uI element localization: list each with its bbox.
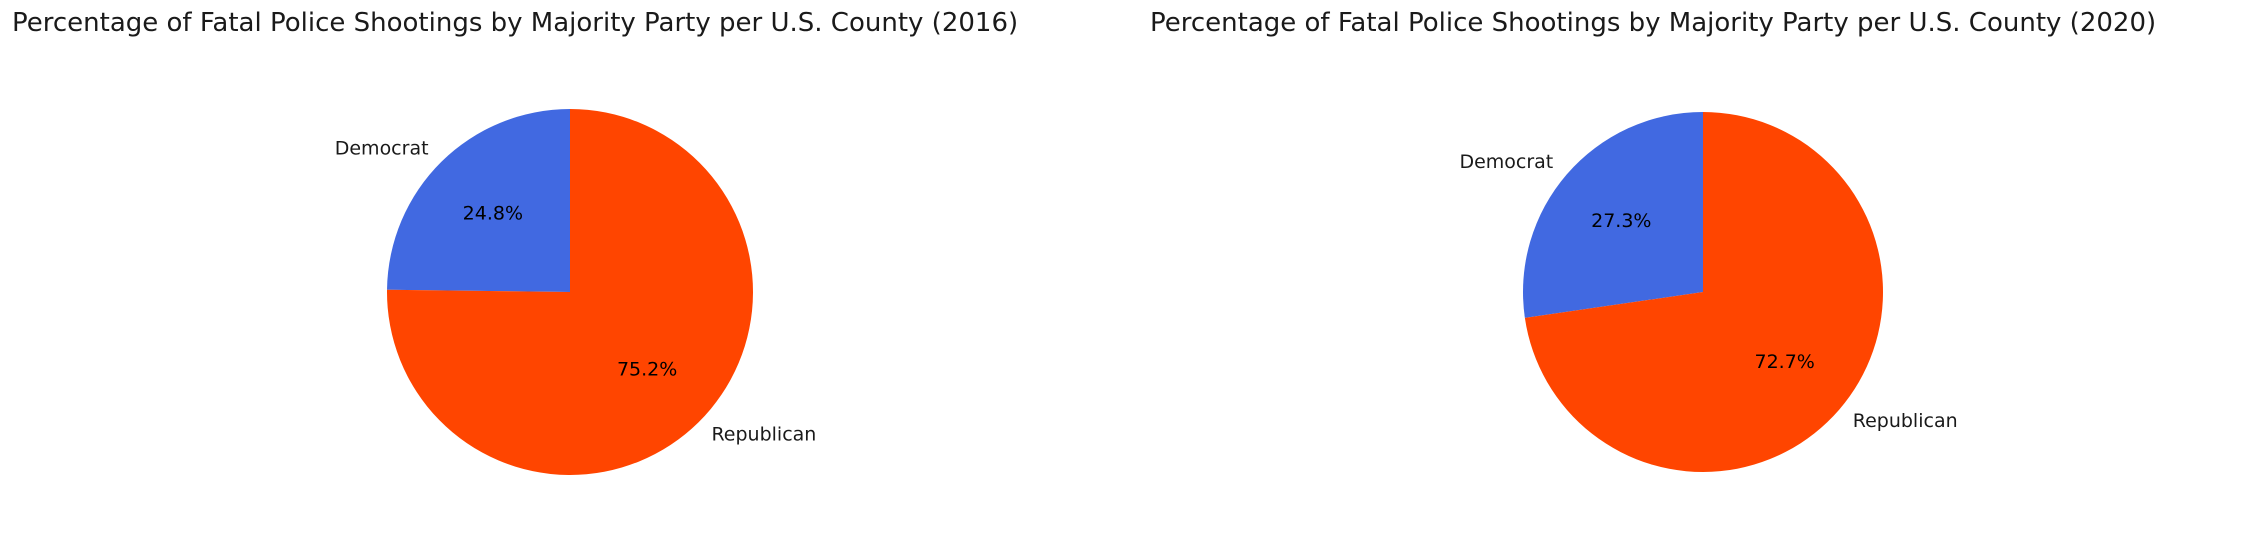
pct-label-democrat-2020: 27.3% — [1591, 210, 1651, 232]
pie-slice-democrat-2020 — [1523, 112, 1703, 318]
slice-label-republican-2020: Republican — [1853, 410, 1958, 432]
slice-label-democrat-2016: Democrat — [335, 137, 429, 159]
chart-title-2020: Percentage of Fatal Police Shootings by … — [1150, 8, 2157, 38]
slice-label-democrat-2020: Democrat — [1459, 151, 1553, 173]
pie-slice-republican-2016 — [387, 109, 753, 475]
pct-label-republican-2020: 72.7% — [1755, 351, 1815, 373]
chart-title-2016: Percentage of Fatal Police Shootings by … — [12, 8, 1019, 38]
pie-slice-democrat-2016 — [387, 109, 570, 292]
pie-slice-republican-2020 — [1524, 112, 1884, 472]
pct-label-republican-2016: 75.2% — [617, 359, 677, 381]
pct-label-democrat-2016: 24.8% — [463, 202, 523, 224]
slice-label-republican-2016: Republican — [711, 424, 816, 446]
